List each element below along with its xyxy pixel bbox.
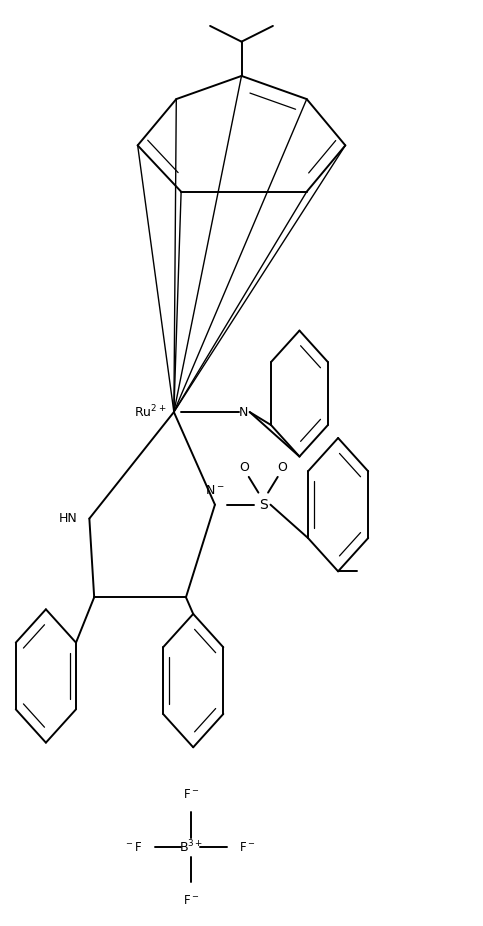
Text: B$^{3+}$: B$^{3+}$ [179,839,203,856]
Text: Ru$^{2+}$: Ru$^{2+}$ [134,404,167,420]
Text: N: N [239,406,249,419]
Text: F$^-$: F$^-$ [239,841,256,854]
Text: O: O [239,461,249,474]
Text: HN: HN [58,512,77,525]
Text: F$^-$: F$^-$ [183,788,199,801]
Text: S: S [259,497,268,512]
Text: $^-$F: $^-$F [124,841,142,854]
Text: N$^-$: N$^-$ [205,484,225,497]
Text: O: O [278,461,287,474]
Text: F$^-$: F$^-$ [183,894,199,907]
